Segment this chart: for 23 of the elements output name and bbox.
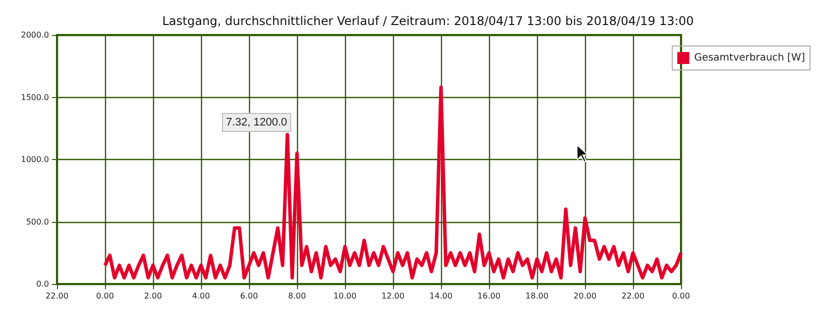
- x-tick-label: 16.00: [478, 292, 500, 300]
- chart-title: Lastgang, durchschnittlicher Verlauf / Zeitraum: 2018/04/17 13:00 bis 2018/04/19 13:00: [162, 14, 694, 28]
- x-tick-label: 22.00: [46, 292, 68, 300]
- y-tick-label: 1500.0: [21, 92, 49, 102]
- x-tick-label: 22.00: [622, 292, 644, 300]
- x-tick-label: 6.00: [240, 292, 258, 300]
- x-tick-label: 8.00: [288, 292, 306, 300]
- x-tick-label: 14.00: [430, 292, 452, 300]
- legend-label: Gesamtverbrauch [W]: [694, 52, 806, 64]
- x-tick-label: 12.00: [382, 292, 404, 300]
- y-tick-label: 0.0: [36, 280, 49, 288]
- x-tick-label: 10.00: [334, 292, 356, 300]
- x-tick-label: 18.00: [526, 292, 548, 300]
- y-tick-label: 1000.0: [21, 155, 49, 164]
- x-tick-label: 20.00: [574, 292, 596, 300]
- x-tick-label: 0.00: [672, 292, 690, 300]
- annotation: 7.32, 1200.0: [226, 116, 288, 128]
- line-series: [103, 86, 683, 280]
- x-tick-label: 4.00: [192, 292, 210, 300]
- x-tick-label: 2.00: [144, 292, 162, 300]
- y-tick-label: 2000.0: [21, 30, 49, 40]
- y-tick-label: 500.0: [26, 217, 49, 226]
- x-tick-label: 0.00: [96, 292, 114, 300]
